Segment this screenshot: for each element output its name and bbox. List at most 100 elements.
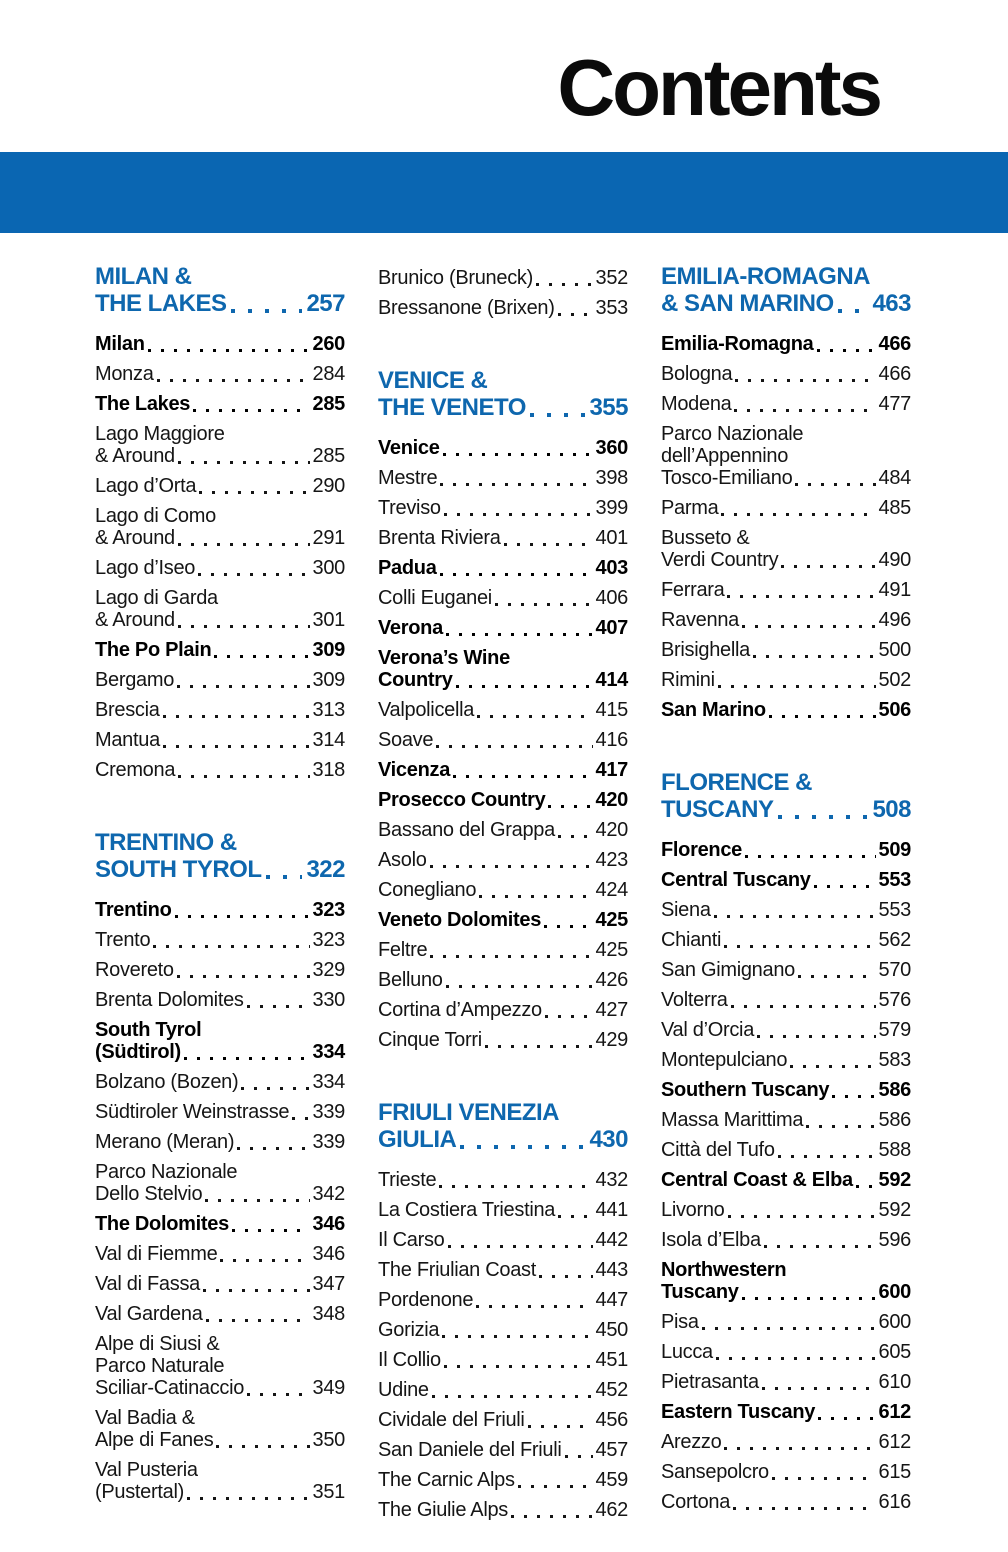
toc-entry[interactable]: Treviso 399	[378, 493, 628, 523]
toc-entry[interactable]: Sansepolcro 615	[661, 1457, 911, 1487]
toc-entry[interactable]: Busseto & Verdi Country 490	[661, 523, 911, 575]
toc-section-header[interactable]: FLORENCE & TUSCANY 508	[661, 769, 911, 823]
toc-entry[interactable]: Belluno 426	[378, 965, 628, 995]
toc-entry[interactable]: Livorno 592	[661, 1195, 911, 1225]
toc-entry[interactable]: Veneto Dolomites 425	[378, 905, 628, 935]
toc-entry[interactable]: The Lakes 285	[95, 389, 345, 419]
toc-entry[interactable]: Cividale del Friuli 456	[378, 1405, 628, 1435]
toc-entry[interactable]: Pordenone 447	[378, 1285, 628, 1315]
toc-entry[interactable]: Verona 407	[378, 613, 628, 643]
toc-entry[interactable]: Alpe di Siusi & Parco Naturale Sciliar-Cat…	[95, 1329, 345, 1403]
toc-entry[interactable]: Val Pusteria (Pustertal) 351	[95, 1455, 345, 1507]
toc-entry[interactable]: Brisighella 500	[661, 635, 911, 665]
toc-entry[interactable]: Vicenza 417	[378, 755, 628, 785]
toc-entry[interactable]: Florence 509	[661, 835, 911, 865]
toc-entry[interactable]: Brunico (Bruneck) 352	[378, 263, 628, 293]
toc-entry[interactable]: Merano (Meran) 339	[95, 1127, 345, 1157]
toc-entry[interactable]: Ferrara 491	[661, 575, 911, 605]
toc-entry[interactable]: Lucca 605	[661, 1337, 911, 1367]
toc-entry[interactable]: Bassano del Grappa 420	[378, 815, 628, 845]
toc-entry[interactable]: Cremona 318	[95, 755, 345, 785]
toc-entry[interactable]: Trentino 323	[95, 895, 345, 925]
toc-entry[interactable]: Val Gardena 348	[95, 1299, 345, 1329]
toc-entry[interactable]: Parco Nazionale dell’Appennino Tosco-Emili…	[661, 419, 911, 493]
toc-entry[interactable]: Mantua 314	[95, 725, 345, 755]
toc-entry[interactable]: Cinque Torri 429	[378, 1025, 628, 1055]
toc-entry[interactable]: Lago d’Orta 290	[95, 471, 345, 501]
toc-entry[interactable]: Soave 416	[378, 725, 628, 755]
toc-entry[interactable]: San Daniele del Friuli 457	[378, 1435, 628, 1465]
toc-entry[interactable]: Lago d’Iseo 300	[95, 553, 345, 583]
toc-entry[interactable]: Siena 553	[661, 895, 911, 925]
toc-entry[interactable]: La Costiera Triestina 441	[378, 1195, 628, 1225]
toc-entry[interactable]: Modena 477	[661, 389, 911, 419]
toc-entry[interactable]: Isola d’Elba 596	[661, 1225, 911, 1255]
toc-entry[interactable]: Verona’s Wine Country 414	[378, 643, 628, 695]
toc-entry[interactable]: South Tyrol (Südtirol) 334	[95, 1015, 345, 1067]
toc-entry[interactable]: Val d’Orcia 579	[661, 1015, 911, 1045]
toc-entry[interactable]: Il Collio 451	[378, 1345, 628, 1375]
toc-entry[interactable]: Val di Fassa 347	[95, 1269, 345, 1299]
toc-entry[interactable]: The Giulie Alps 462	[378, 1495, 628, 1525]
toc-section-header[interactable]: VENICE & THE VENETO 355	[378, 367, 628, 421]
toc-entry[interactable]: Chianti 562	[661, 925, 911, 955]
toc-entry[interactable]: Parma 485	[661, 493, 911, 523]
toc-entry[interactable]: Gorizia 450	[378, 1315, 628, 1345]
toc-entry[interactable]: Feltre 425	[378, 935, 628, 965]
toc-entry[interactable]: Il Carso 442	[378, 1225, 628, 1255]
toc-entry[interactable]: Trieste 432	[378, 1165, 628, 1195]
toc-entry[interactable]: San Gimignano 570	[661, 955, 911, 985]
toc-entry[interactable]: Lago Maggiore & Around 285	[95, 419, 345, 471]
toc-section-header[interactable]: FRIULI VENEZIA GIULIA 430	[378, 1099, 628, 1153]
toc-entry[interactable]: San Marino 506	[661, 695, 911, 725]
toc-entry[interactable]: Colli Euganei 406	[378, 583, 628, 613]
toc-entry[interactable]: Cortona 616	[661, 1487, 911, 1517]
toc-entry[interactable]: Conegliano 424	[378, 875, 628, 905]
toc-entry[interactable]: Milan 260	[95, 329, 345, 359]
toc-entry[interactable]: Arezzo 612	[661, 1427, 911, 1457]
toc-entry[interactable]: Brescia 313	[95, 695, 345, 725]
toc-entry[interactable]: Bologna 466	[661, 359, 911, 389]
toc-entry[interactable]: Pisa 600	[661, 1307, 911, 1337]
toc-entry[interactable]: Central Coast & Elba 592	[661, 1165, 911, 1195]
toc-entry[interactable]: Rovereto 329	[95, 955, 345, 985]
toc-section-header[interactable]: MILAN & THE LAKES 257	[95, 263, 345, 317]
toc-entry[interactable]: Lago di Como & Around 291	[95, 501, 345, 553]
toc-entry[interactable]: Südtiroler Weinstrasse 339	[95, 1097, 345, 1127]
toc-entry[interactable]: Trento 323	[95, 925, 345, 955]
toc-entry[interactable]: The Dolomites 346	[95, 1209, 345, 1239]
toc-entry[interactable]: Northwestern Tuscany 600	[661, 1255, 911, 1307]
toc-entry[interactable]: Ravenna 496	[661, 605, 911, 635]
toc-entry[interactable]: Mestre 398	[378, 463, 628, 493]
toc-entry[interactable]: Udine 452	[378, 1375, 628, 1405]
toc-entry[interactable]: Bolzano (Bozen) 334	[95, 1067, 345, 1097]
toc-entry[interactable]: Val di Fiemme 346	[95, 1239, 345, 1269]
toc-entry[interactable]: Volterra 576	[661, 985, 911, 1015]
toc-entry[interactable]: Central Tuscany 553	[661, 865, 911, 895]
toc-entry[interactable]: Prosecco Country 420	[378, 785, 628, 815]
toc-entry[interactable]: Bergamo 309	[95, 665, 345, 695]
toc-entry[interactable]: Valpolicella 415	[378, 695, 628, 725]
toc-entry[interactable]: The Friulian Coast 443	[378, 1255, 628, 1285]
toc-entry[interactable]: Cortina d’Ampezzo 427	[378, 995, 628, 1025]
toc-entry[interactable]: Southern Tuscany 586	[661, 1075, 911, 1105]
toc-section-header[interactable]: TRENTINO & SOUTH TYROL 322	[95, 829, 345, 883]
toc-entry[interactable]: Val Badia & Alpe di Fanes 350	[95, 1403, 345, 1455]
toc-entry[interactable]: Rimini 502	[661, 665, 911, 695]
toc-entry[interactable]: Pietrasanta 610	[661, 1367, 911, 1397]
toc-entry[interactable]: Asolo 423	[378, 845, 628, 875]
toc-entry[interactable]: Emilia-Romagna 466	[661, 329, 911, 359]
toc-entry[interactable]: The Po Plain 309	[95, 635, 345, 665]
toc-entry[interactable]: Lago di Garda & Around 301	[95, 583, 345, 635]
toc-entry[interactable]: Padua 403	[378, 553, 628, 583]
toc-entry[interactable]: Bressanone (Brixen) 353	[378, 293, 628, 323]
toc-entry[interactable]: Parco Nazionale Dello Stelvio 342	[95, 1157, 345, 1209]
toc-entry[interactable]: Brenta Riviera 401	[378, 523, 628, 553]
toc-entry[interactable]: The Carnic Alps 459	[378, 1465, 628, 1495]
toc-entry[interactable]: Monza 284	[95, 359, 345, 389]
toc-entry[interactable]: Massa Marittima 586	[661, 1105, 911, 1135]
toc-entry[interactable]: Brenta Dolomites 330	[95, 985, 345, 1015]
toc-entry[interactable]: Venice 360	[378, 433, 628, 463]
toc-section-header[interactable]: EMILIA-ROMAGNA & SAN MARINO 463	[661, 263, 911, 317]
toc-entry[interactable]: Città del Tufo 588	[661, 1135, 911, 1165]
